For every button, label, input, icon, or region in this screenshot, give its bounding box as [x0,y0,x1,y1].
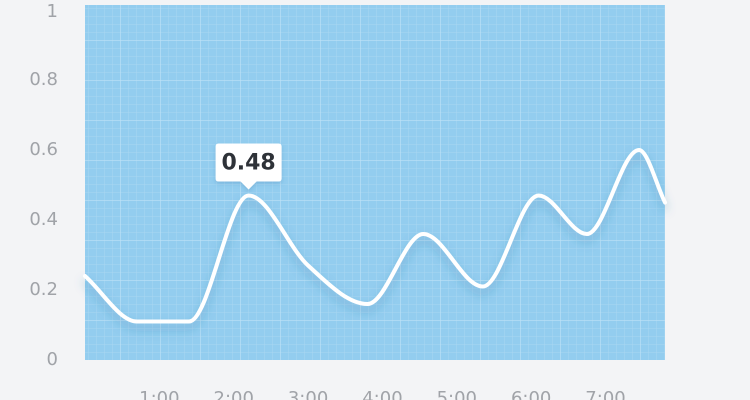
y-tick-label: 0 [47,349,58,370]
y-tick-label: 0.4 [29,209,58,230]
tooltip-value: 0.48 [221,151,275,176]
x-tick-label: 4:00 [362,388,402,400]
series-line [83,148,667,324]
value-tooltip: 0.48 [215,143,282,190]
x-tick-label: 5:00 [437,388,477,400]
y-tick-label: 0.2 [29,279,58,300]
x-tick-label: 1:00 [139,388,179,400]
x-tick-label: 7:00 [585,388,625,400]
y-tick-label: 0.8 [29,69,58,90]
tooltip-box [215,143,282,190]
plot-grid [85,5,665,360]
plot-area [85,5,665,360]
x-tick-label: 2:00 [214,388,254,400]
x-axis-ticks: 1:00 2:00 3:00 4:00 5:00 6:00 7:00 [139,388,626,400]
y-tick-label: 0.6 [29,139,58,160]
y-tick-label: 1 [47,1,58,22]
y-axis-ticks: 0 0.2 0.4 0.6 0.8 1 [29,1,58,370]
x-tick-label: 3:00 [288,388,328,400]
x-tick-label: 6:00 [511,388,551,400]
